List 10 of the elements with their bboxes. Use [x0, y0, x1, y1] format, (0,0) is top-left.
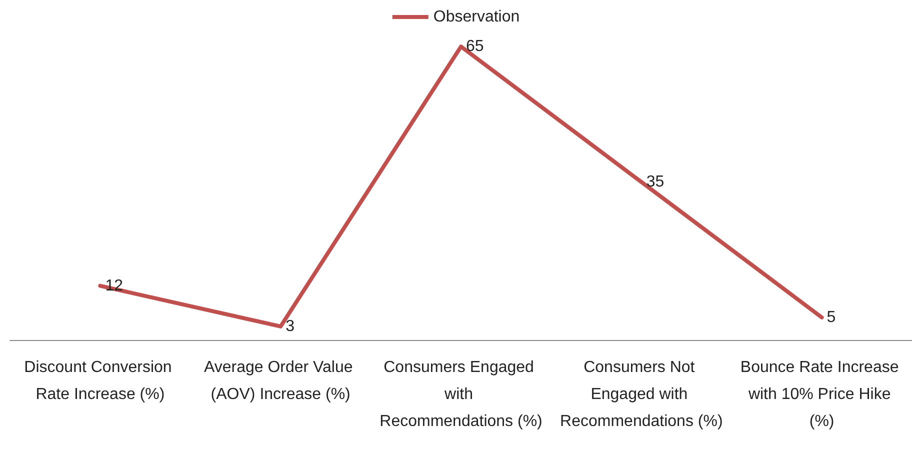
data-label: 5: [826, 308, 836, 326]
x-tick-label: Average Order Value (AOV) Increase (%): [204, 359, 358, 403]
x-tick-label: Bounce Rate Increase with 10% Price Hike (%): [740, 359, 904, 430]
x-tick-label: Discount Conversion Rate Increase (%): [24, 359, 176, 403]
x-tick-label: Consumers Not Engaged with Recommendations (%): [560, 359, 723, 430]
data-label: 35: [646, 174, 664, 190]
data-label: 65: [466, 38, 484, 56]
x-tick-label: Consumers Engaged with Recommendations (%): [380, 359, 542, 430]
legend-label: Observation: [433, 8, 520, 26]
data-label: 3: [286, 318, 295, 335]
